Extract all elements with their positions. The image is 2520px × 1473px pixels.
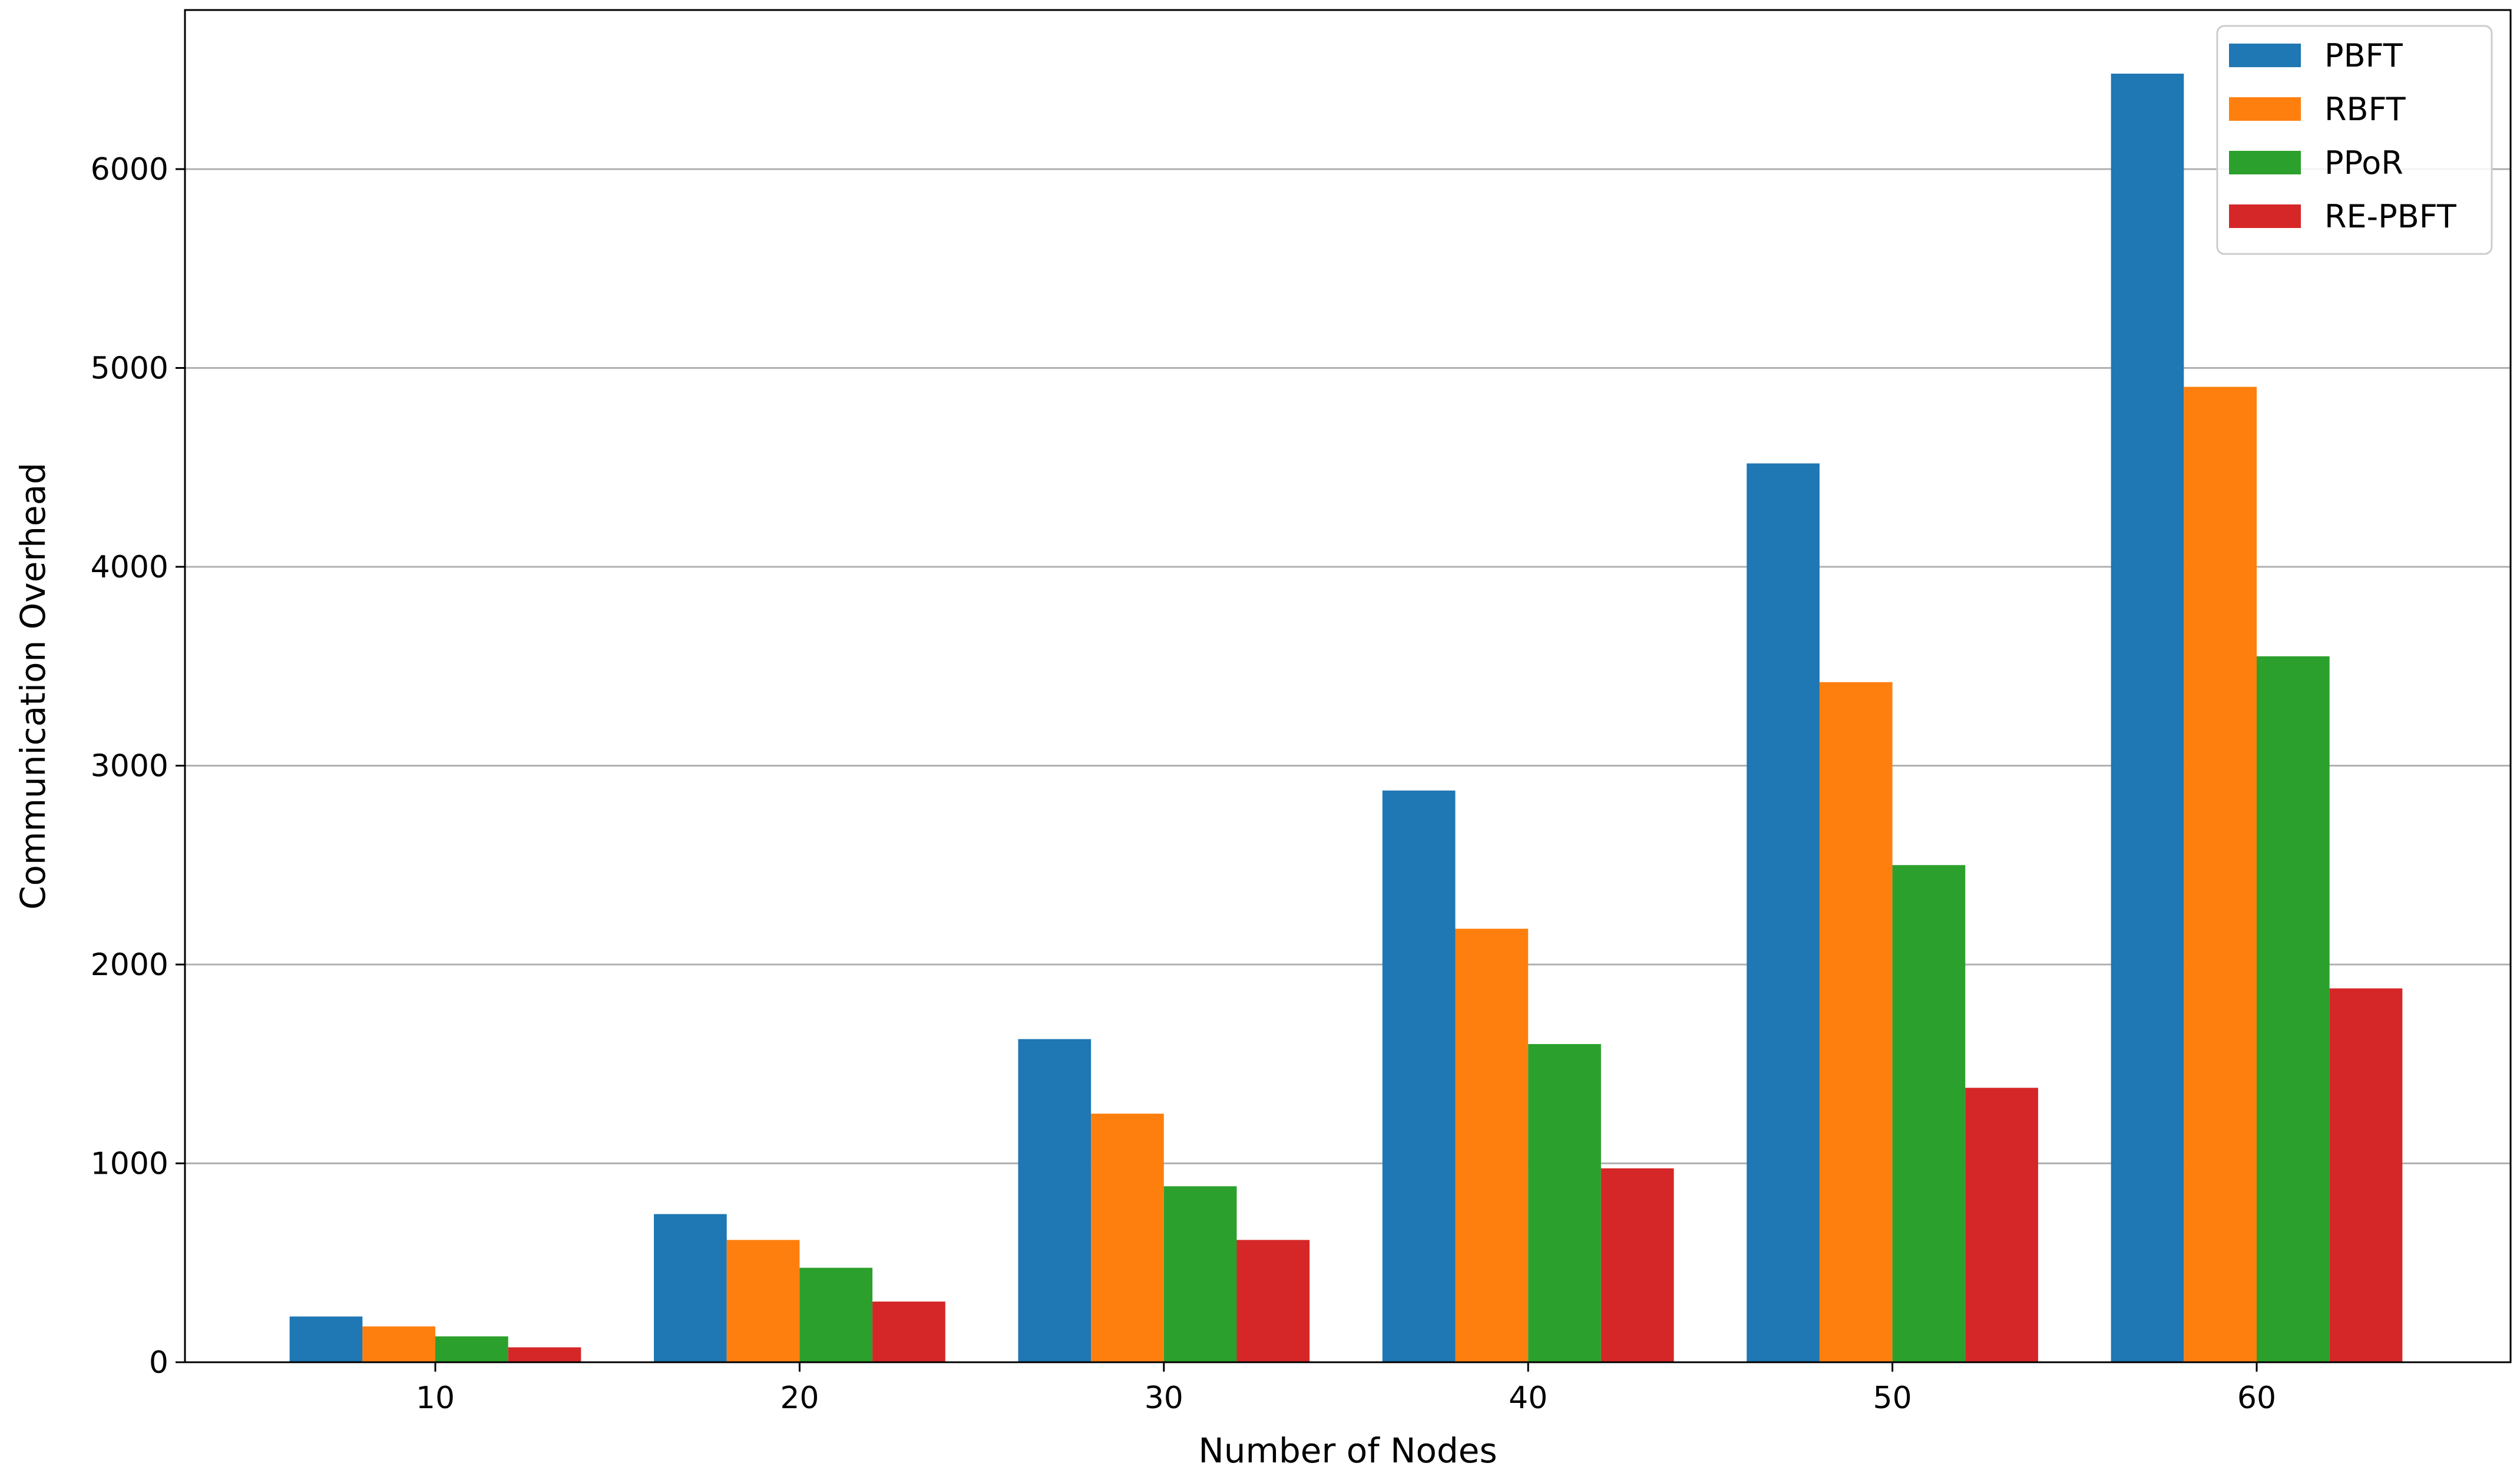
plot-frame xyxy=(184,9,2512,1363)
legend: PBFT RBFT PPoR RE-PBFT xyxy=(2216,25,2493,255)
x-tick-label: 20 xyxy=(780,1380,819,1416)
bar-ppor-60 xyxy=(2257,656,2330,1362)
y-tick-label: 4000 xyxy=(91,550,168,585)
bar-pbft-40 xyxy=(1382,790,1456,1362)
legend-box xyxy=(2216,25,2493,255)
legend-label-pbft: PBFT xyxy=(2324,37,2403,74)
legend-swatch-re-pbft xyxy=(2229,204,2301,228)
bar-re-pbft-30 xyxy=(1236,1240,1310,1362)
legend-swatch-rbft xyxy=(2229,97,2301,121)
y-tick-label: 3000 xyxy=(91,749,168,784)
y-tick-label: 6000 xyxy=(91,152,168,187)
x-tick-label: 30 xyxy=(1145,1380,1183,1416)
legend-label-rbft: RBFT xyxy=(2324,91,2406,128)
y-tick-label: 1000 xyxy=(91,1147,168,1182)
y-tick-label: 0 xyxy=(149,1345,168,1380)
bar-re-pbft-20 xyxy=(872,1302,945,1362)
x-tick-label: 40 xyxy=(1509,1380,1547,1416)
bar-rbft-50 xyxy=(1819,682,1893,1362)
bar-pbft-30 xyxy=(1018,1039,1092,1362)
bars xyxy=(289,74,2403,1362)
x-tick-label: 50 xyxy=(1873,1380,1912,1416)
bar-pbft-50 xyxy=(1747,463,1820,1362)
y-tick-label: 2000 xyxy=(91,947,168,983)
bar-rbft-30 xyxy=(1091,1114,1164,1362)
bar-ppor-30 xyxy=(1163,1186,1237,1362)
x-axis-title: Number of Nodes xyxy=(1198,1431,1497,1471)
y-axis-title: Communication Overhead xyxy=(13,463,53,910)
bar-pbft-10 xyxy=(289,1316,363,1362)
bar-ppor-20 xyxy=(799,1267,873,1362)
legend-swatch-pbft xyxy=(2229,44,2301,67)
y-tick-label: 5000 xyxy=(91,351,168,387)
legend-swatch-ppor xyxy=(2229,151,2301,174)
bar-rbft-20 xyxy=(726,1240,800,1362)
bar-re-pbft-10 xyxy=(508,1347,581,1362)
x-tick-label: 60 xyxy=(2237,1380,2276,1416)
bar-pbft-20 xyxy=(654,1214,727,1362)
legend-label-re-pbft: RE-PBFT xyxy=(2324,198,2457,235)
bar-re-pbft-60 xyxy=(2329,988,2403,1362)
bar-re-pbft-50 xyxy=(1965,1088,2038,1362)
x-axis-ticks: 10 20 30 40 50 60 xyxy=(416,1362,2276,1416)
bar-re-pbft-40 xyxy=(1600,1168,1674,1362)
bar-ppor-10 xyxy=(435,1336,508,1362)
legend-label-ppor: PPoR xyxy=(2324,144,2403,181)
bar-pbft-60 xyxy=(2111,74,2184,1362)
bar-ppor-40 xyxy=(1528,1044,1601,1362)
bar-rbft-10 xyxy=(362,1326,435,1362)
bar-ppor-50 xyxy=(1892,865,1966,1362)
bar-rbft-60 xyxy=(2184,387,2257,1362)
bar-rbft-40 xyxy=(1455,929,1529,1362)
y-axis-ticks: 0 1000 2000 3000 4000 5000 6000 xyxy=(91,152,185,1380)
x-tick-label: 10 xyxy=(416,1380,455,1416)
